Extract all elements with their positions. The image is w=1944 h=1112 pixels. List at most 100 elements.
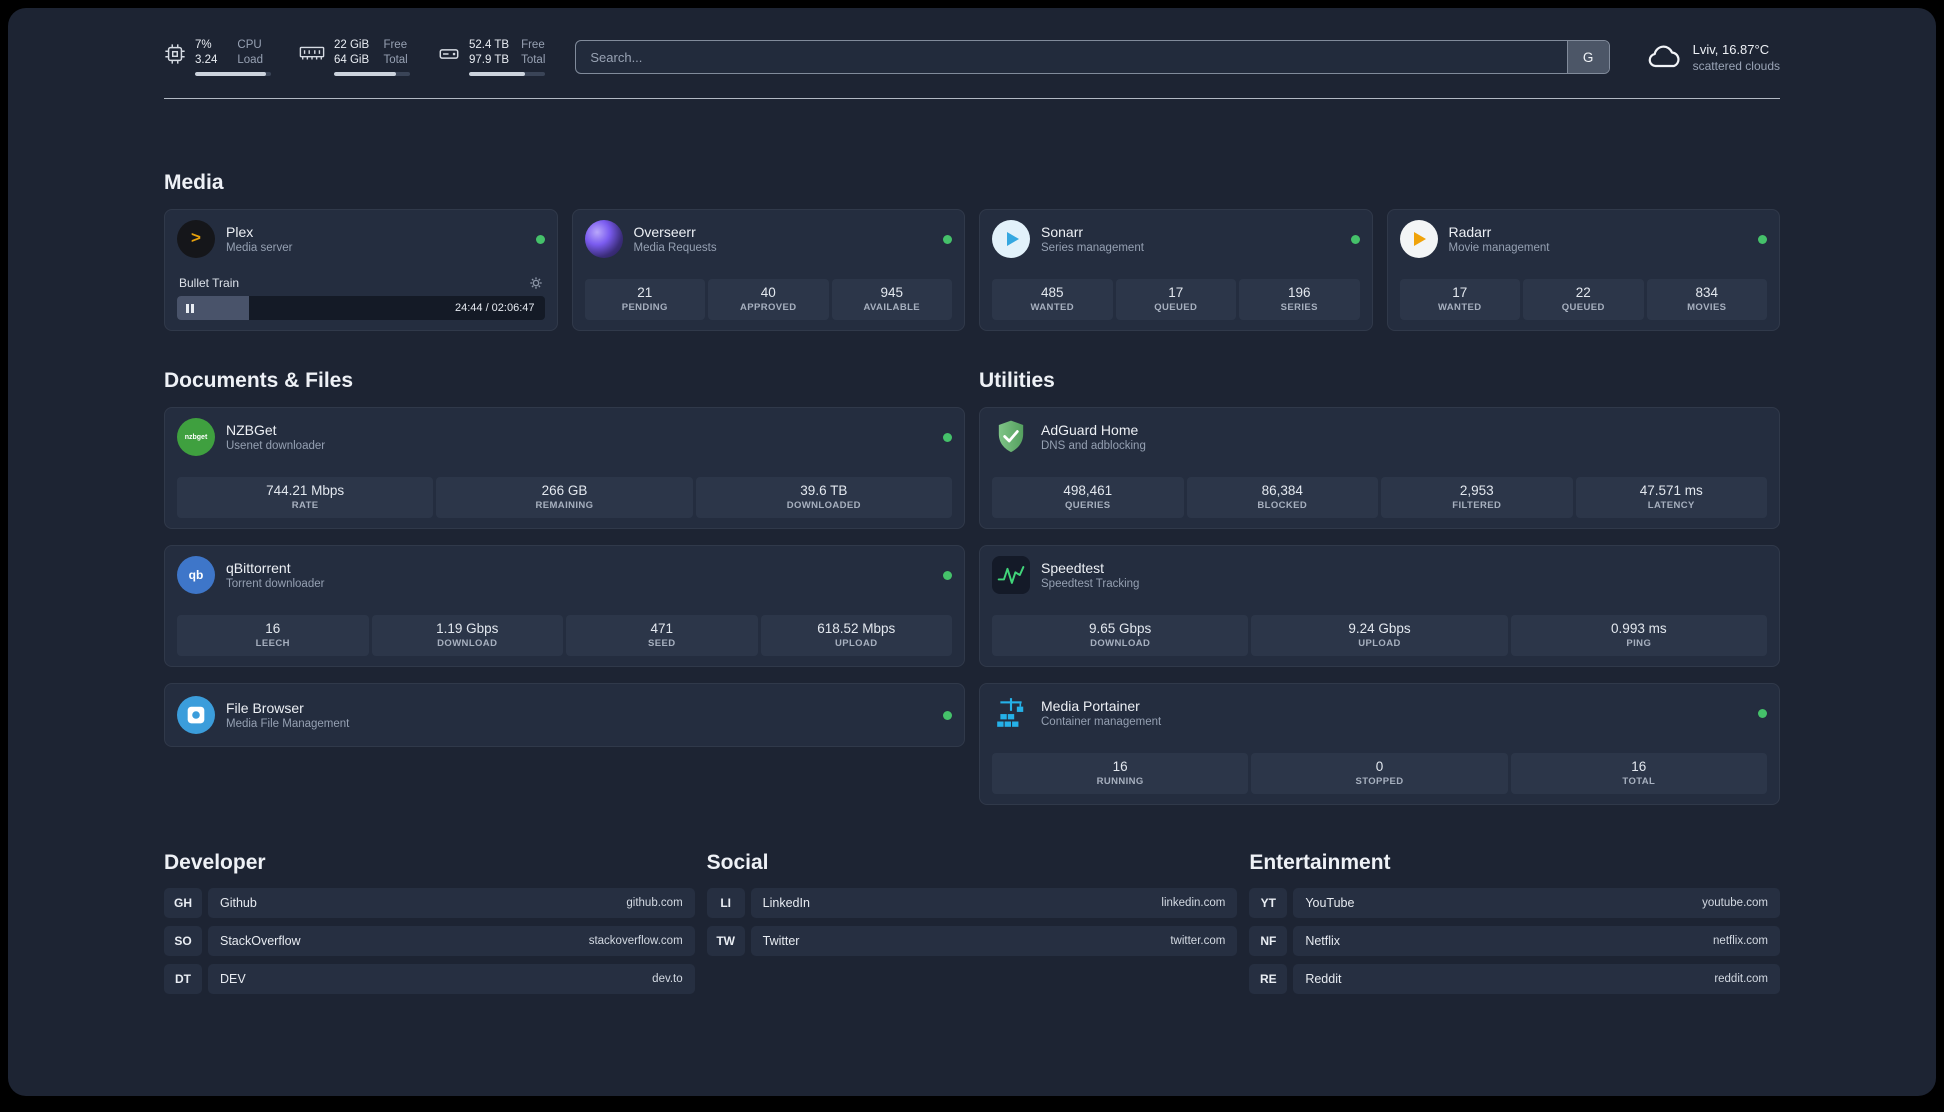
cpu-icon [165,44,185,64]
portainer-icon [992,694,1030,732]
playback-time: 24:44 / 02:06:47 [454,302,535,314]
bookmark-group-developer: Developer GH Github github.com SO StackO… [164,851,695,994]
search-engine-button[interactable]: G [1566,41,1609,73]
service-subtitle: Series management [1041,242,1144,254]
stat-tile: 17 QUEUED [1115,279,1236,320]
search-input[interactable] [576,41,1567,73]
service-subtitle: Media File Management [226,718,350,730]
disk-free-value: 52.4 TB [469,39,510,51]
stat-tile: 16 LEECH [177,615,369,656]
bookmark-name: Twitter [762,934,800,948]
weather-condition: scattered clouds [1692,58,1780,73]
stat-tile: 618.52 Mbps UPLOAD [760,615,952,656]
service-card-portainer[interactable]: Media Portainer Container management 16 … [979,683,1780,805]
service-subtitle: Torrent downloader [226,578,325,590]
bookmark-abbr: YT [1249,888,1288,918]
stat-tile: 0.993 ms PING [1510,615,1767,656]
service-name: Sonarr [1041,224,1084,240]
bookmark-url: netflix.com [1713,935,1768,947]
stat-tile: 471 SEED [566,615,758,656]
stat-tile: 485 WANTED [992,279,1113,320]
bookmark-abbr: TW [706,926,745,956]
bookmark-url: dev.to [652,973,683,985]
stat-tile: 22 QUEUED [1523,279,1644,320]
service-card-overseerr[interactable]: Overseerr Media Requests 21 PENDING 40 A… [571,209,965,331]
bookmark-linkedin[interactable]: LI LinkedIn linkedin.com [706,888,1238,918]
status-dot [943,710,952,720]
memory-widget: 22 GiB Free 64 GiB Total [299,38,410,76]
cpu-widget: 7% CPU 3.24 Load [164,38,271,76]
top-bar: 7% CPU 3.24 Load 22 [164,38,1780,76]
stat-tile: 86,384 BLOCKED [1186,477,1378,518]
cpu-load-label: Load [237,54,263,66]
bookmark-abbr: GH [164,888,202,918]
bookmark-abbr: NF [1249,926,1288,956]
disk-free-label: Free [521,39,545,51]
plex-icon [177,220,215,258]
stat-tile: 17 WANTED [1399,279,1520,320]
bookmark-github[interactable]: GH Github github.com [164,888,695,918]
service-card-nzbget[interactable]: NZBGet Usenet downloader 744.21 Mbps RAT… [164,407,965,529]
sonarr-icon [992,220,1030,258]
section-title-developer: Developer [164,851,266,874]
bookmark-url: twitter.com [1170,935,1226,947]
cpu-label: CPU [237,39,262,51]
now-playing-title: Bullet Train [179,276,240,290]
bookmark-group-entertainment: Entertainment YT YouTube youtube.com NF … [1249,851,1780,994]
service-card-speedtest[interactable]: Speedtest Speedtest Tracking 9.65 Gbps D… [979,545,1780,667]
bookmarks-section: Developer GH Github github.com SO StackO… [164,851,1780,994]
service-name: File Browser [226,700,304,716]
bookmark-stackoverflow[interactable]: SO StackOverflow stackoverflow.com [164,926,695,956]
section-media: Media Plex Media server Bullet Tra [164,171,1780,331]
service-name: Plex [226,224,254,240]
stat-tile: 834 MOVIES [1646,279,1767,320]
bookmark-abbr: SO [164,926,202,956]
service-subtitle: Movie management [1448,242,1550,254]
bookmark-name: YouTube [1305,896,1355,910]
service-card-filebrowser[interactable]: File Browser Media File Management [164,683,965,747]
service-subtitle: Speedtest Tracking [1041,578,1140,590]
bookmark-dev[interactable]: DT DEV dev.to [164,964,695,994]
service-card-sonarr[interactable]: Sonarr Series management 485 WANTED 17 Q… [979,209,1373,331]
progress-fill [177,296,249,320]
bookmark-name: Reddit [1305,972,1342,986]
disk-total-value: 97.9 TB [469,54,510,66]
cpu-percent: 7% [195,39,212,51]
service-name: Overseerr [633,224,696,240]
bookmark-twitter[interactable]: TW Twitter twitter.com [706,926,1238,956]
bookmark-group-social: Social LI LinkedIn linkedin.com TW Twitt… [706,851,1238,994]
service-card-plex[interactable]: Plex Media server Bullet Train [164,209,558,331]
stat-tile: 9.24 Gbps UPLOAD [1251,615,1508,656]
bookmark-url: reddit.com [1714,973,1768,985]
bookmark-netflix[interactable]: NF Netflix netflix.com [1249,926,1780,956]
topbar-divider [164,98,1780,99]
service-subtitle: Media server [226,242,293,254]
qbittorrent-icon [177,556,215,594]
service-card-qbittorrent[interactable]: qBittorrent Torrent downloader 16 LEECH … [164,545,965,667]
bookmark-url: linkedin.com [1161,897,1226,909]
bookmark-url: youtube.com [1702,897,1768,909]
service-name: Radarr [1448,224,1492,240]
stat-tile: 40 APPROVED [708,279,829,320]
section-title-utilities: Utilities [979,369,1055,392]
service-card-radarr[interactable]: Radarr Movie management 17 WANTED 22 QUE… [1386,209,1780,331]
bookmark-name: StackOverflow [220,934,301,948]
search-bar: G [575,40,1610,74]
stat-tile: 47.571 ms LATENCY [1575,477,1767,518]
stat-tile: 498,461 QUERIES [992,477,1184,518]
bookmark-reddit[interactable]: RE Reddit reddit.com [1249,964,1780,994]
pause-button[interactable] [186,303,194,313]
stat-tile: 196 SERIES [1239,279,1360,320]
bookmark-youtube[interactable]: YT YouTube youtube.com [1249,888,1780,918]
disk-total-label: Total [521,54,546,66]
service-name: AdGuard Home [1041,422,1139,438]
service-subtitle: Container management [1041,716,1162,728]
service-subtitle: Media Requests [633,242,717,254]
disk-icon [439,49,459,59]
stat-tile: 2,953 FILTERED [1381,477,1573,518]
bookmark-abbr: DT [164,964,202,994]
memory-total-value: 64 GiB [334,54,370,66]
gear-icon[interactable] [529,276,543,290]
service-card-adguard[interactable]: AdGuard Home DNS and adblocking 498,461 … [979,407,1780,529]
cloud-icon [1648,45,1680,67]
